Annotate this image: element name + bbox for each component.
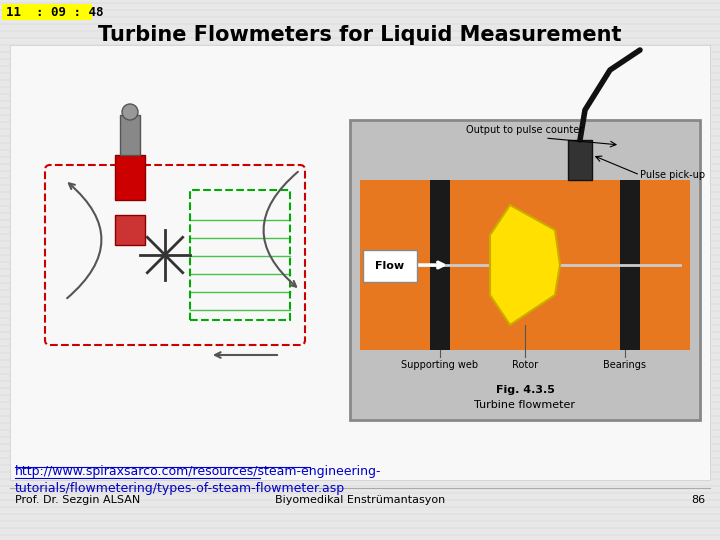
Text: Biyomedikal Enstrümantasyon: Biyomedikal Enstrümantasyon: [275, 495, 445, 505]
FancyBboxPatch shape: [2, 4, 92, 20]
Text: Turbine Flowmeters for Liquid Measurement: Turbine Flowmeters for Liquid Measuremen…: [98, 25, 622, 45]
FancyBboxPatch shape: [363, 250, 417, 282]
Text: Turbine flowmeter: Turbine flowmeter: [474, 400, 575, 410]
Text: Fig. 4.3.5: Fig. 4.3.5: [495, 385, 554, 395]
Bar: [115, 215, 145, 245]
Text: Flow: Flow: [375, 261, 405, 271]
Bar: [120, 115, 140, 155]
Circle shape: [122, 104, 138, 120]
Bar: [350, 120, 700, 420]
Text: Pulse pick-up: Pulse pick-up: [640, 170, 705, 180]
Text: Prof. Dr. Sezgin ALSAN: Prof. Dr. Sezgin ALSAN: [15, 495, 140, 505]
Bar: [190, 190, 290, 320]
FancyBboxPatch shape: [45, 165, 305, 345]
Text: Supporting web: Supporting web: [402, 360, 479, 370]
Text: 86: 86: [691, 495, 705, 505]
Text: Rotor: Rotor: [512, 360, 538, 370]
Bar: [430, 180, 450, 350]
Text: http://www.spiraxsarco.com/resources/steam-engineering-
tutorials/flowmetering/t: http://www.spiraxsarco.com/resources/ste…: [15, 465, 382, 495]
Bar: [620, 180, 640, 350]
Text: Output to pulse counter: Output to pulse counter: [467, 125, 584, 135]
Text: 11  : 09 : 48: 11 : 09 : 48: [6, 5, 104, 18]
Bar: [360, 350, 690, 410]
Text: Bearings: Bearings: [603, 360, 647, 370]
Bar: [10, 45, 710, 480]
Bar: [360, 180, 690, 350]
Bar: [568, 140, 592, 180]
Bar: [115, 155, 145, 200]
Bar: [360, 130, 690, 180]
Polygon shape: [490, 205, 560, 325]
